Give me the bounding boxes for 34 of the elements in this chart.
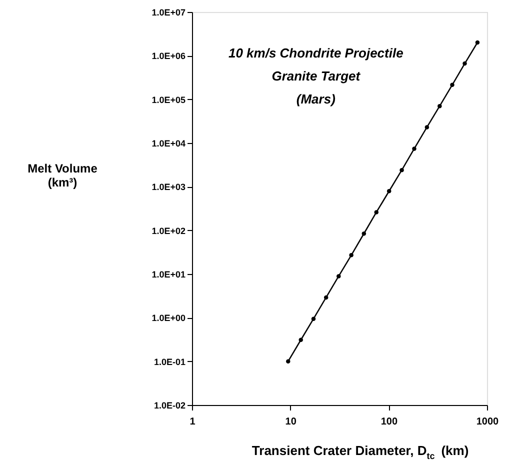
y-tick-label: 1.0E+02 (152, 226, 186, 236)
y-axis-title: Melt Volume (km³) (28, 162, 98, 190)
point (336, 274, 341, 278)
point (450, 82, 454, 88)
y-tick-label: 1.0E+07 (152, 8, 186, 18)
y-tick-label: 1.0E-01 (154, 356, 186, 367)
point (286, 359, 290, 364)
y-tick-label: 1.0E-02 (154, 400, 186, 410)
x-tick-label: 10 (285, 416, 297, 428)
y-tick-label: 1.0E+01 (152, 270, 186, 280)
point (424, 125, 430, 130)
y-tick-label: 1.0E+00 (152, 313, 186, 324)
x-tick-label: 100 (380, 416, 398, 428)
point (475, 40, 480, 45)
point (412, 146, 416, 151)
point (349, 253, 354, 258)
point (400, 168, 404, 172)
x-tick-label: 1 (190, 416, 196, 428)
point (462, 61, 467, 66)
annotation: 10 km/s Chondrite Projectile (228, 46, 404, 60)
y-tick-label: 1.0E+04 (152, 138, 186, 148)
annotation: Granite Target (272, 68, 361, 84)
annotation: (Mars) (296, 92, 336, 106)
y-tick-label: 1.0E+03 (152, 182, 186, 192)
y-tick-label: 1.0E+06 (152, 51, 186, 62)
point (438, 104, 442, 108)
point (386, 189, 392, 194)
point (311, 316, 316, 321)
point (362, 232, 366, 236)
point (324, 295, 328, 300)
point (374, 210, 378, 214)
x-tick-label: 1000 (476, 416, 500, 428)
y-tick-label: 1.0E+05 (152, 94, 186, 105)
point (298, 338, 303, 342)
